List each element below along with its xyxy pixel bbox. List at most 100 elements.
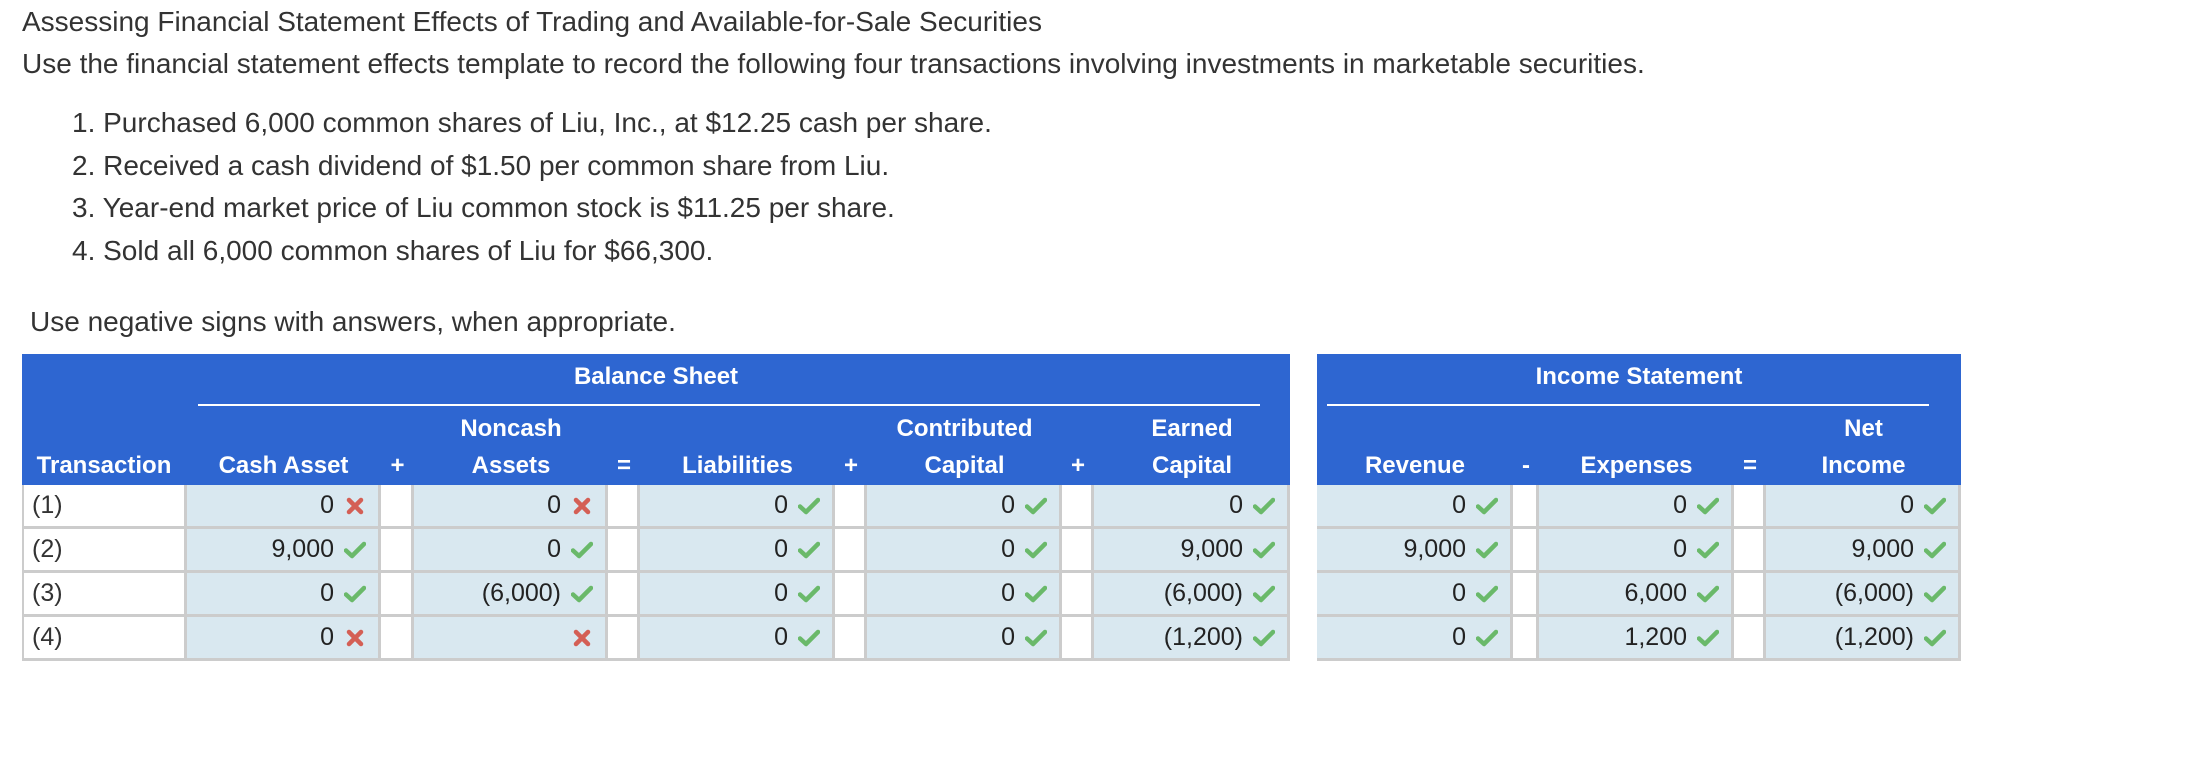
row-label: (2) [22,529,187,573]
operator-equals: = [616,452,631,479]
cash-input[interactable]: 9,000 [187,529,381,573]
check-icon [1251,617,1277,658]
check-icon [1023,529,1049,570]
operator-spacer [1513,529,1539,573]
operator-spacer [1062,573,1094,617]
operator-spacer [835,529,867,573]
liabilities-input[interactable]: 0 [640,617,835,661]
operator-spacer [608,573,640,617]
check-icon [1695,485,1721,526]
cash-input[interactable]: 0 [187,485,381,529]
check-icon [1922,485,1948,526]
net-input[interactable]: (6,000) [1766,573,1961,617]
expenses-input[interactable]: 6,000 [1539,573,1734,617]
operator-spacer [608,617,640,661]
col-liabilities: Liabilities [682,452,793,479]
contributed-input[interactable]: 0 [867,573,1062,617]
col-net-line2: Income [1821,452,1906,479]
contributed-value: 0 [1001,579,1015,607]
operator-spacer [1062,485,1094,529]
operator-plus: + [1070,452,1085,479]
revenue-input[interactable]: 9,000 [1317,529,1513,573]
revenue-value: 0 [1452,491,1466,519]
contributed-input[interactable]: 0 [867,529,1062,573]
balance-sheet-table: Balance Sheet Transaction Cash Asset + N… [22,354,1290,661]
net-input[interactable]: 9,000 [1766,529,1961,573]
contributed-input[interactable]: 0 [867,617,1062,661]
expenses-value: 0 [1673,491,1687,519]
contributed-value: 0 [1001,623,1015,651]
transaction-item: 4. Sold all 6,000 common shares of Liu f… [72,234,714,266]
operator-spacer [1513,573,1539,617]
income-statement-table: Income Statement Revenue - Expenses = Ne… [1317,354,1961,661]
earned-value: 9,000 [1180,535,1243,563]
earned-input[interactable]: 9,000 [1094,529,1290,573]
transaction-item: 1. Purchased 6,000 common shares of Liu,… [72,107,992,138]
header-divider [198,404,1260,406]
revenue-value: 0 [1452,579,1466,607]
cash-input[interactable]: 0 [187,573,381,617]
revenue-input[interactable]: 0 [1317,617,1513,661]
revenue-input[interactable]: 0 [1317,485,1513,529]
check-icon [1251,573,1277,614]
col-expenses: Expenses [1580,452,1693,479]
operator-spacer [381,485,414,529]
liabilities-value: 0 [774,579,788,607]
operator-spacer [608,485,640,529]
col-noncash-line2: Assets [471,452,551,479]
net-input[interactable]: (1,200) [1766,617,1961,661]
page-title: Assessing Financial Statement Effects of… [22,6,1042,37]
operator-plus: + [843,452,858,479]
operator-spacer [1062,529,1094,573]
noncash-input[interactable]: (6,000) [414,573,608,617]
expenses-input[interactable]: 0 [1539,529,1734,573]
check-icon [1474,529,1500,570]
check-icon [569,529,595,570]
liabilities-input[interactable]: 0 [640,485,835,529]
noncash-input[interactable]: 0 [414,485,608,529]
cash-value: 0 [320,623,334,651]
operator-spacer [381,617,414,661]
liabilities-input[interactable]: 0 [640,529,835,573]
col-net-line1: Net [1844,415,1883,442]
check-icon [1922,529,1948,570]
noncash-value: (6,000) [481,579,561,607]
cash-input[interactable]: 0 [187,617,381,661]
expenses-input[interactable]: 0 [1539,485,1734,529]
earned-input[interactable]: 0 [1094,485,1290,529]
net-value: 0 [1900,491,1914,519]
check-icon [569,573,595,614]
noncash-input[interactable] [414,617,608,661]
operator-equals: = [1742,452,1757,479]
operator-spacer [1062,617,1094,661]
contributed-input[interactable]: 0 [867,485,1062,529]
check-icon [796,485,822,526]
earned-value: 0 [1229,491,1243,519]
check-icon [796,529,822,570]
net-input[interactable]: 0 [1766,485,1961,529]
check-icon [796,573,822,614]
noncash-input[interactable]: 0 [414,529,608,573]
check-icon [1023,485,1049,526]
operator-spacer [835,573,867,617]
operator-spacer [1513,617,1539,661]
revenue-value: 9,000 [1403,535,1466,563]
col-contributed-line1: Contributed [896,415,1033,442]
balance-sheet-title: Balance Sheet [573,363,739,390]
earned-input[interactable]: (6,000) [1094,573,1290,617]
transaction-item: 3. Year-end market price of Liu common s… [72,192,895,223]
col-noncash-line1: Noncash [460,415,562,442]
col-earned-line2: Capital [1151,452,1232,479]
col-earned-line1: Earned [1151,415,1233,442]
revenue-input[interactable]: 0 [1317,573,1513,617]
operator-spacer [608,529,640,573]
check-icon [1474,485,1500,526]
liabilities-input[interactable]: 0 [640,573,835,617]
check-icon [796,617,822,658]
check-icon [1251,529,1277,570]
cross-icon [569,617,595,658]
operator-spacer [835,485,867,529]
check-icon [1474,617,1500,658]
earned-input[interactable]: (1,200) [1094,617,1290,661]
expenses-input[interactable]: 1,200 [1539,617,1734,661]
